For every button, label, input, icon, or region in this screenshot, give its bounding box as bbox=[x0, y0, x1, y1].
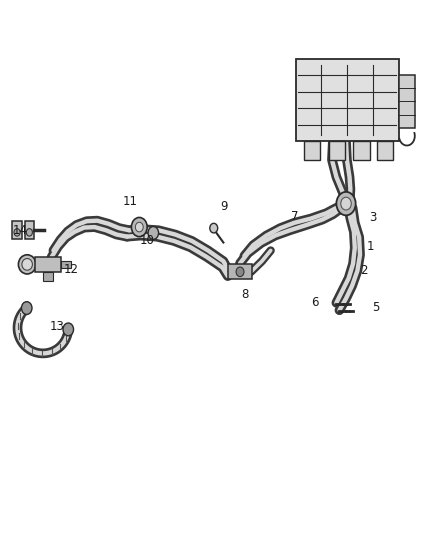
Text: 3: 3 bbox=[370, 211, 377, 224]
Text: 14: 14 bbox=[12, 224, 27, 237]
Text: 10: 10 bbox=[139, 235, 154, 247]
Text: 12: 12 bbox=[64, 263, 78, 276]
Bar bbox=[328, 141, 345, 160]
Ellipse shape bbox=[18, 255, 36, 274]
Bar bbox=[377, 141, 393, 160]
Circle shape bbox=[14, 229, 20, 236]
FancyBboxPatch shape bbox=[25, 221, 34, 239]
Bar bbox=[61, 261, 71, 268]
Bar bbox=[399, 75, 415, 128]
FancyBboxPatch shape bbox=[12, 221, 22, 239]
Circle shape bbox=[21, 302, 32, 314]
Circle shape bbox=[148, 227, 159, 239]
Text: 8: 8 bbox=[242, 288, 249, 301]
Text: 11: 11 bbox=[123, 195, 138, 208]
Circle shape bbox=[210, 223, 218, 233]
Text: 5: 5 bbox=[372, 301, 379, 314]
Bar bbox=[35, 257, 61, 272]
Text: 7: 7 bbox=[291, 210, 299, 223]
Circle shape bbox=[131, 217, 147, 237]
Circle shape bbox=[63, 323, 74, 336]
Circle shape bbox=[135, 222, 143, 232]
Text: 6: 6 bbox=[311, 296, 319, 309]
Circle shape bbox=[26, 229, 32, 236]
Bar bbox=[353, 141, 370, 160]
Bar bbox=[296, 59, 399, 141]
Text: 1: 1 bbox=[366, 240, 374, 253]
Bar bbox=[304, 141, 320, 160]
Circle shape bbox=[336, 192, 356, 215]
Text: 13: 13 bbox=[49, 320, 64, 333]
Ellipse shape bbox=[22, 259, 32, 270]
Circle shape bbox=[236, 267, 244, 277]
Text: 2: 2 bbox=[360, 264, 367, 277]
Bar bbox=[43, 272, 53, 281]
Bar bbox=[228, 264, 252, 279]
Circle shape bbox=[341, 197, 351, 210]
Text: 9: 9 bbox=[220, 200, 228, 213]
